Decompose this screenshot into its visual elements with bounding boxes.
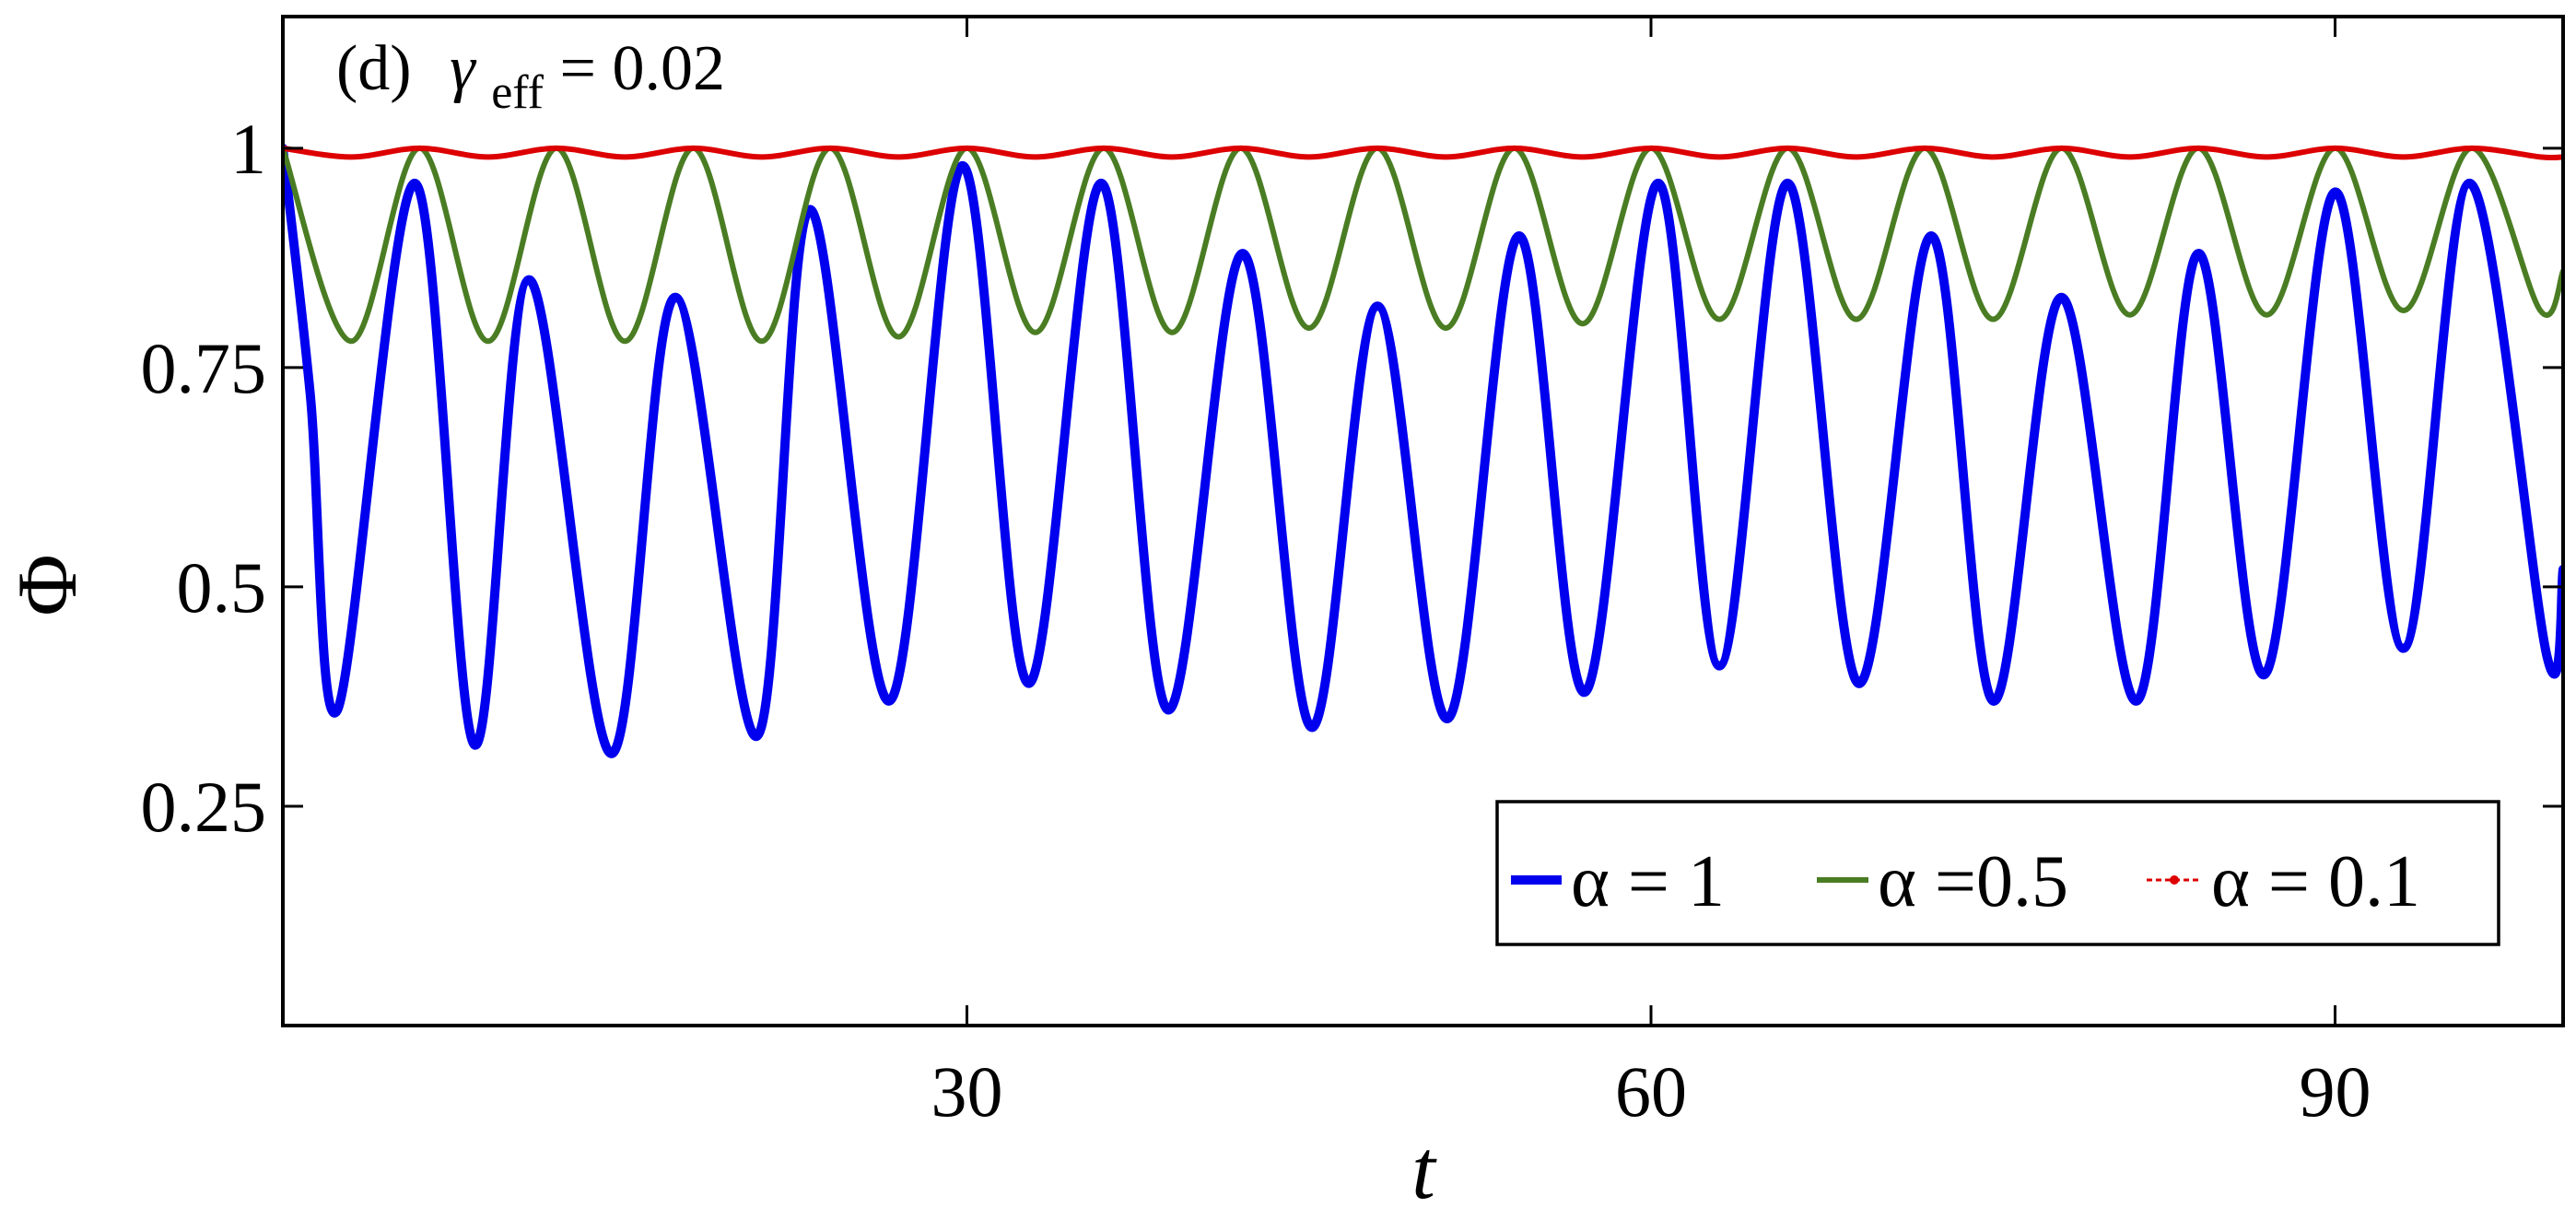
x-tick-label: 90 <box>2300 1051 2371 1132</box>
y-tick-label: 0.25 <box>141 767 267 847</box>
legend-box <box>1495 800 2500 946</box>
series-layer <box>283 143 2563 758</box>
series-line-3 <box>283 145 2563 161</box>
annotation-subscript: eff <box>491 66 544 119</box>
x-tick-label: 60 <box>1615 1051 1687 1132</box>
annotation-gamma: γ <box>450 33 477 104</box>
y-tick-label: 0.5 <box>177 547 267 627</box>
y-axis-label: Φ <box>0 554 94 616</box>
legend-marker-alpha-0-1 <box>2170 875 2179 885</box>
panel-annotation: (d) γ eff = 0.02 <box>336 33 725 123</box>
annotation-panel: (d) <box>336 33 412 104</box>
x-tick-label: 30 <box>931 1051 1003 1132</box>
x-axis-label: t <box>1411 1122 1437 1208</box>
labels-layer: 30 60 90 0.25 0.5 0.75 1 <box>141 109 2371 1132</box>
plot-frame <box>281 15 2565 1027</box>
legend: α = 1 α =0.5 α = 0.1 <box>1495 800 2500 946</box>
y-tick-label: 0.75 <box>141 328 267 408</box>
ticks-layer <box>283 17 2563 1026</box>
legend-label-alpha-0-5: α =0.5 <box>1878 841 2068 922</box>
legend-label-alpha-0-1: α = 0.1 <box>2211 841 2420 922</box>
y-tick-label: 1 <box>230 109 266 189</box>
legend-label-alpha-1: α = 1 <box>1571 841 1725 922</box>
series-line-1 <box>283 143 2563 758</box>
annotation-value: = 0.02 <box>560 33 725 104</box>
